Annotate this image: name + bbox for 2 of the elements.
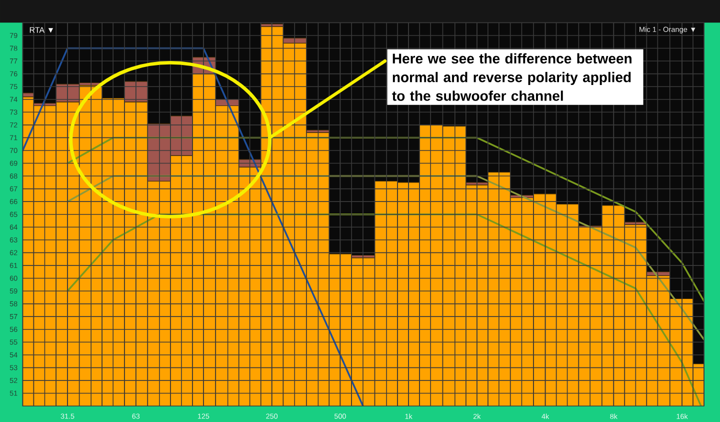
annotation: Here we see the difference between normal and reverse polarity applied to the subwoofer channel: [392, 53, 632, 101]
chart-title: RTA ▼: [30, 27, 54, 33]
